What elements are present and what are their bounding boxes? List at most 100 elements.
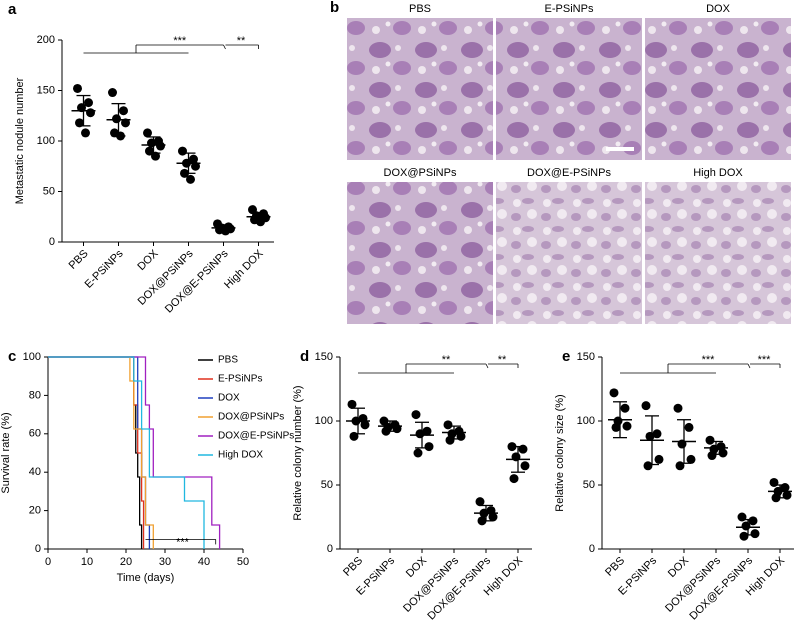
data-point xyxy=(108,88,117,98)
y-tick-label: 50 xyxy=(321,479,333,491)
data-point xyxy=(488,512,498,522)
x-tick-label: 50 xyxy=(237,556,249,568)
data-point xyxy=(413,448,423,458)
data-point xyxy=(707,451,717,461)
significance: *** xyxy=(176,536,190,548)
data-point xyxy=(422,426,432,436)
y-tick-label: 60 xyxy=(29,428,41,440)
x-tick-label: High DOX xyxy=(222,247,266,291)
image-label: High DOX xyxy=(693,167,743,179)
y-tick-label: 0 xyxy=(49,236,55,248)
y-tick-label: 150 xyxy=(577,351,595,363)
survival-line xyxy=(48,356,143,549)
x-tick-label: 30 xyxy=(159,556,171,568)
data-point xyxy=(112,114,121,124)
x-tick-label: PBS xyxy=(67,248,91,272)
y-tick-label: 40 xyxy=(29,466,41,478)
data-point xyxy=(424,442,434,452)
data-point xyxy=(520,461,530,471)
data-point xyxy=(609,388,619,398)
significance: ** xyxy=(237,35,246,47)
data-point xyxy=(673,403,683,413)
y-tick-label: 0 xyxy=(589,543,595,555)
histology-image xyxy=(496,182,642,324)
legend-label: DOX@E-PSiNPs xyxy=(218,431,294,442)
data-point xyxy=(189,154,198,164)
data-point xyxy=(748,516,758,526)
x-tick-label: PBS xyxy=(603,555,627,579)
x-tick-label: DOX xyxy=(135,247,161,273)
legend-label: High DOX xyxy=(218,450,263,461)
data-point xyxy=(686,454,696,464)
y-tick-label: 100 xyxy=(37,135,55,147)
data-point xyxy=(143,128,152,138)
panel-label: e xyxy=(562,348,570,365)
data-point xyxy=(611,422,621,432)
bracket xyxy=(485,363,489,369)
panel-label: d xyxy=(300,348,309,365)
histology-image xyxy=(347,182,493,324)
data-point xyxy=(360,420,370,430)
x-tick-label: DOX@PSiNPs xyxy=(401,554,461,614)
x-tick-label: 0 xyxy=(45,556,51,568)
data-point xyxy=(119,106,128,116)
y-tick-label: 0 xyxy=(35,543,41,555)
histology-image xyxy=(645,182,791,324)
data-point xyxy=(151,151,160,161)
data-point xyxy=(475,497,485,507)
y-tick-label: 150 xyxy=(37,84,55,96)
data-point xyxy=(620,403,630,413)
y-tick-label: 200 xyxy=(37,34,55,46)
significance: ** xyxy=(442,354,451,366)
data-point xyxy=(443,420,453,430)
y-tick-label: 20 xyxy=(29,505,41,517)
significance: ** xyxy=(498,354,507,366)
x-tick-label: DOX xyxy=(404,554,430,580)
legend-label: PBS xyxy=(218,355,238,366)
y-tick-label: 80 xyxy=(29,389,41,401)
data-point xyxy=(641,401,651,411)
x-tick-label: 10 xyxy=(81,556,93,568)
data-point xyxy=(622,421,632,431)
x-axis-label: Time (days) xyxy=(117,572,175,584)
image-label: PBS xyxy=(409,3,431,15)
data-point xyxy=(509,474,519,484)
y-axis-label: Survival rate (%) xyxy=(0,412,12,493)
survival-line xyxy=(48,356,221,549)
data-point xyxy=(86,108,95,118)
image-label: DOX@E-PSiNPs xyxy=(527,167,611,179)
data-point xyxy=(147,138,156,148)
data-point xyxy=(347,399,357,409)
x-tick-label: 20 xyxy=(120,556,132,568)
significance: *** xyxy=(758,354,772,366)
data-point xyxy=(741,521,751,531)
data-point xyxy=(654,454,664,464)
image-label: DOX@PSiNPs xyxy=(384,167,457,179)
y-tick-label: 50 xyxy=(583,479,595,491)
survival-line xyxy=(48,356,205,549)
panel-label: a xyxy=(8,1,17,18)
histology-image xyxy=(645,18,791,160)
legend-label: DOX@PSiNPs xyxy=(218,412,284,423)
bracket xyxy=(223,44,226,50)
y-tick-label: 50 xyxy=(43,185,55,197)
data-point xyxy=(445,435,455,445)
scale-bar xyxy=(606,147,634,151)
significance: *** xyxy=(173,35,187,47)
data-point xyxy=(84,98,93,108)
y-tick-label: 0 xyxy=(327,543,333,555)
data-point xyxy=(718,448,728,458)
data-point xyxy=(121,118,130,128)
data-point xyxy=(156,141,165,151)
data-point xyxy=(73,83,82,93)
histology-image xyxy=(347,18,493,160)
histology-image xyxy=(496,18,642,160)
data-point xyxy=(186,174,195,184)
data-point xyxy=(191,161,200,171)
survival-line xyxy=(48,356,145,549)
data-point xyxy=(750,529,760,539)
significance: *** xyxy=(702,354,716,366)
y-axis-label: Relative colony number (%) xyxy=(292,385,304,520)
image-label: E-PSiNPs xyxy=(545,3,594,15)
x-tick-label: DOX@PSiNPs xyxy=(663,554,723,614)
